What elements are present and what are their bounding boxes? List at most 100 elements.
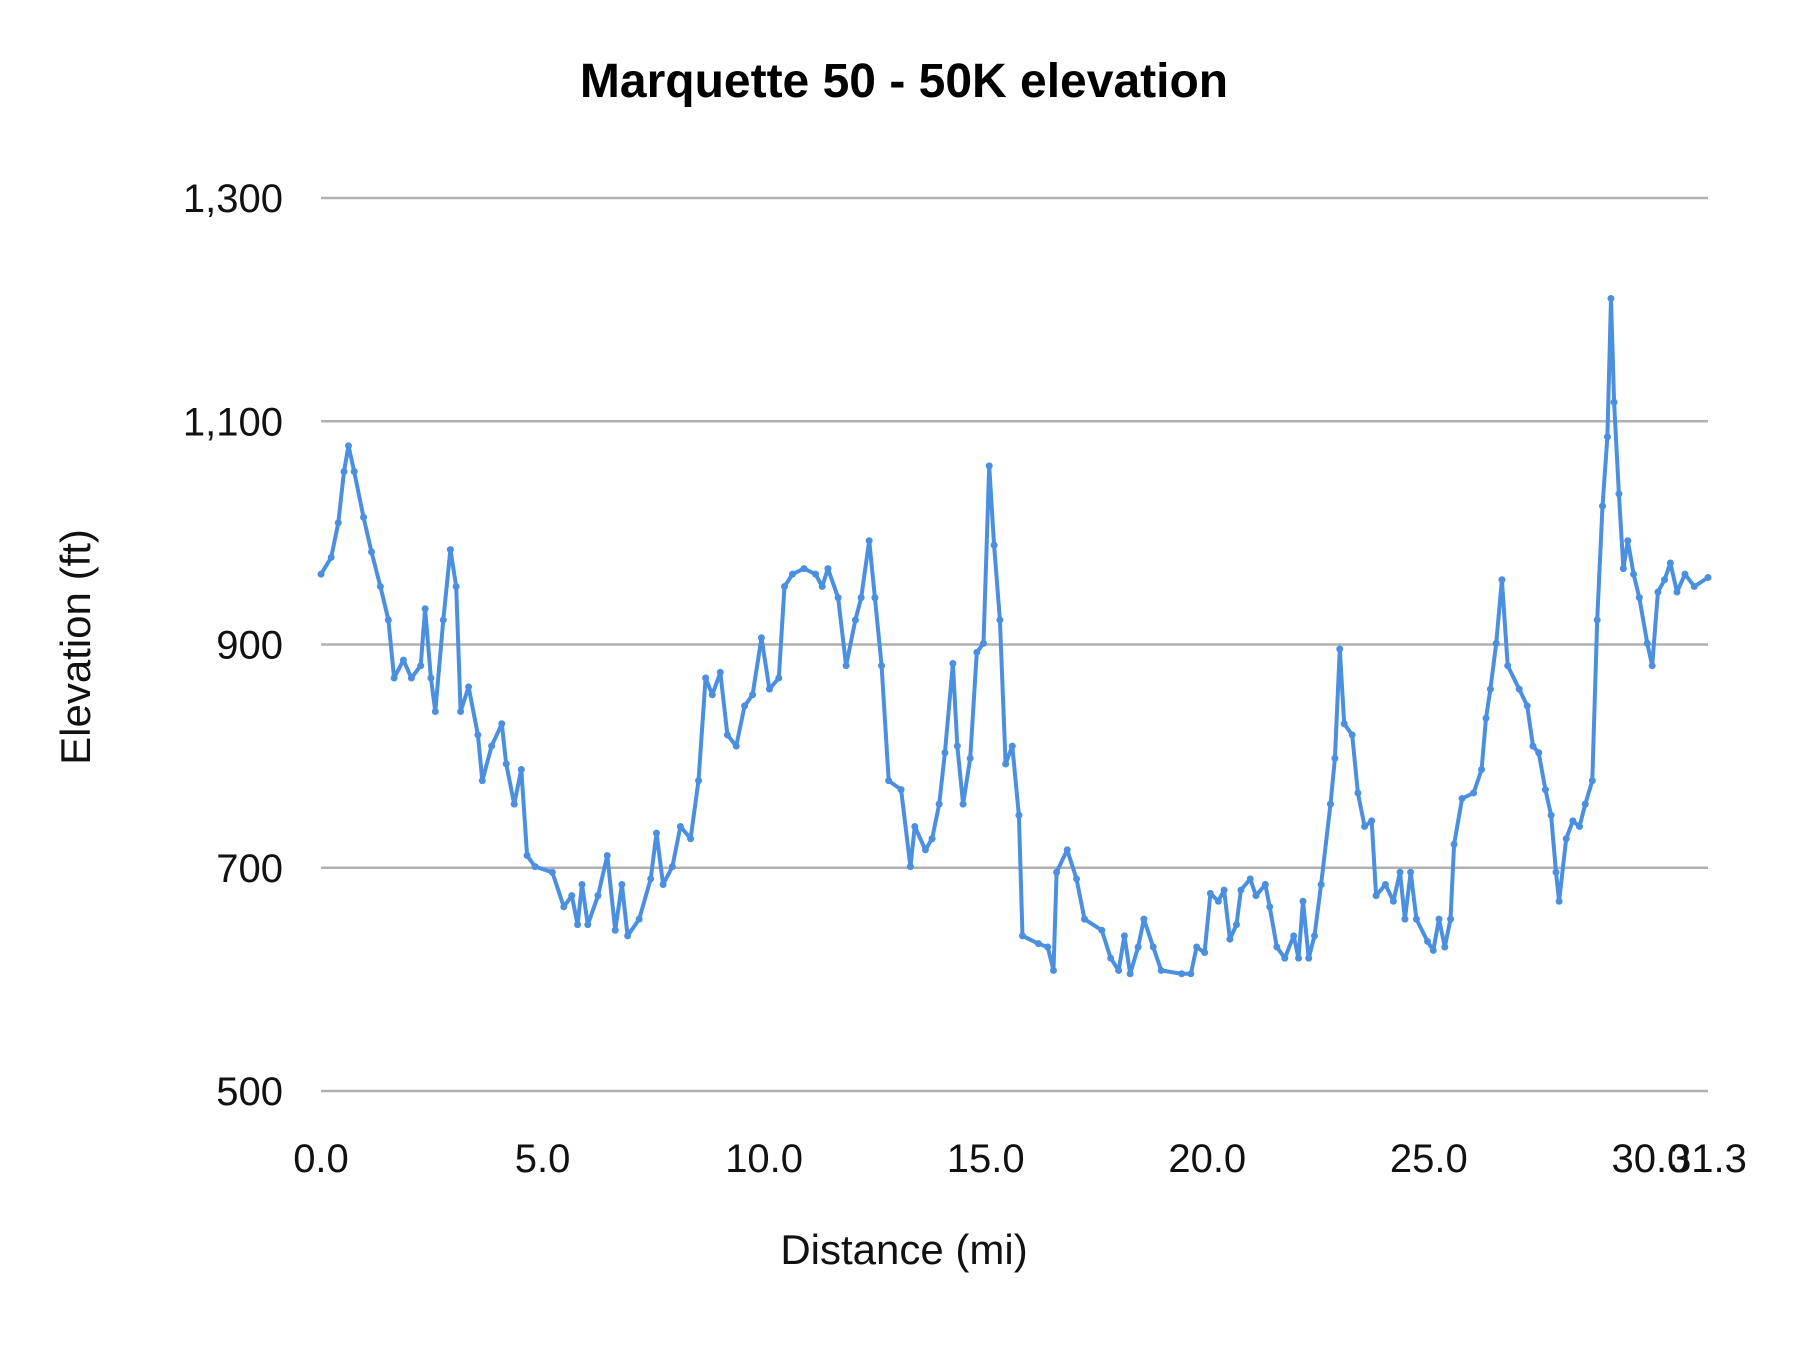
x-tick-label: 31.3 (1669, 1137, 1747, 1181)
data-point (1635, 594, 1643, 602)
data-point (652, 829, 660, 837)
data-point (548, 868, 556, 876)
data-point (399, 656, 407, 664)
data-point (417, 662, 425, 670)
data-point (1547, 811, 1555, 819)
data-point (1607, 294, 1615, 302)
data-point (1126, 970, 1134, 978)
data-point (985, 462, 993, 470)
x-tick-label: 10.0 (725, 1137, 803, 1181)
data-point (446, 546, 454, 554)
data-point (1648, 662, 1656, 670)
data-point (1317, 880, 1325, 888)
data-point (1044, 943, 1052, 951)
data-point (488, 742, 496, 750)
data-point (1193, 943, 1201, 951)
data-point (716, 668, 724, 676)
data-point (498, 720, 506, 728)
data-point (439, 616, 447, 624)
data-point (584, 921, 592, 929)
data-point (979, 639, 987, 647)
data-point (921, 846, 929, 854)
data-point (340, 467, 348, 475)
data-point (1049, 966, 1057, 974)
data-point (1661, 576, 1669, 584)
data-point (1281, 954, 1289, 962)
data-point (1401, 915, 1409, 923)
data-point (973, 648, 981, 656)
data-point (1018, 932, 1026, 940)
data-point (1053, 868, 1061, 876)
data-point (871, 594, 879, 602)
x-tick-label: 30.0 (1611, 1137, 1689, 1181)
data-point (996, 616, 1004, 624)
data-point (1529, 742, 1537, 750)
data-point (421, 605, 429, 613)
data-point (624, 932, 632, 940)
data-point (695, 777, 703, 785)
data-point (1429, 946, 1437, 954)
data-point (611, 926, 619, 934)
data-point (1492, 639, 1500, 647)
data-point (1261, 880, 1269, 888)
data-point (818, 582, 826, 590)
y-axis-label: Elevation (ft) (52, 529, 99, 765)
data-point (1331, 754, 1339, 762)
data-point (1034, 940, 1042, 948)
data-point (1107, 954, 1115, 962)
data-point (1681, 570, 1689, 578)
data-point (635, 915, 643, 923)
y-tick-label: 700 (216, 847, 283, 891)
x-axis-label: Distance (mi) (780, 1226, 1027, 1273)
data-point (1412, 915, 1420, 923)
data-point (1396, 868, 1404, 876)
data-point (1498, 576, 1506, 584)
data-point (812, 570, 820, 578)
data-point (1515, 685, 1523, 693)
data-point (317, 570, 325, 578)
data-point (953, 742, 961, 750)
data-point (1220, 886, 1228, 894)
data-point (1504, 662, 1512, 670)
data-point (1450, 840, 1458, 848)
data-point (1690, 582, 1698, 590)
data-point (1441, 943, 1449, 951)
data-point (1541, 786, 1549, 794)
data-point (1290, 932, 1298, 940)
data-point (360, 513, 368, 521)
y-axis-ticks: 500 700 900 1,100 1,300 (183, 177, 283, 1114)
y-tick-label: 900 (216, 624, 283, 668)
data-point (1214, 897, 1222, 905)
data-point (1575, 822, 1583, 830)
data-point (857, 594, 865, 602)
data-point (1305, 954, 1313, 962)
data-point (928, 835, 936, 843)
gridlines (321, 196, 1708, 1093)
data-point (1552, 868, 1560, 876)
x-tick-label: 15.0 (947, 1137, 1025, 1181)
data-point (578, 880, 586, 888)
data-point (474, 731, 482, 739)
data-point (788, 570, 796, 578)
data-point (384, 616, 392, 624)
data-point (1581, 800, 1589, 808)
x-tick-label: 0.0 (293, 1137, 349, 1181)
data-point (1447, 915, 1455, 923)
x-axis-ticks: 0.0 5.0 10.0 15.0 20.0 25.0 30.031.3 (293, 1137, 1747, 1181)
data-point (959, 800, 967, 808)
data-point (775, 674, 783, 682)
data-point (1407, 868, 1415, 876)
data-point (1482, 714, 1490, 722)
data-point (1372, 892, 1380, 900)
data-point (765, 685, 773, 693)
data-point (594, 892, 602, 900)
data-point (465, 683, 473, 691)
data-point (1299, 897, 1307, 905)
y-tick-label: 500 (216, 1070, 283, 1114)
data-point (1381, 880, 1389, 888)
data-point (376, 582, 384, 590)
data-point (990, 541, 998, 549)
elevation-line (319, 296, 1710, 976)
data-point (1478, 766, 1486, 774)
data-point (1666, 559, 1674, 567)
